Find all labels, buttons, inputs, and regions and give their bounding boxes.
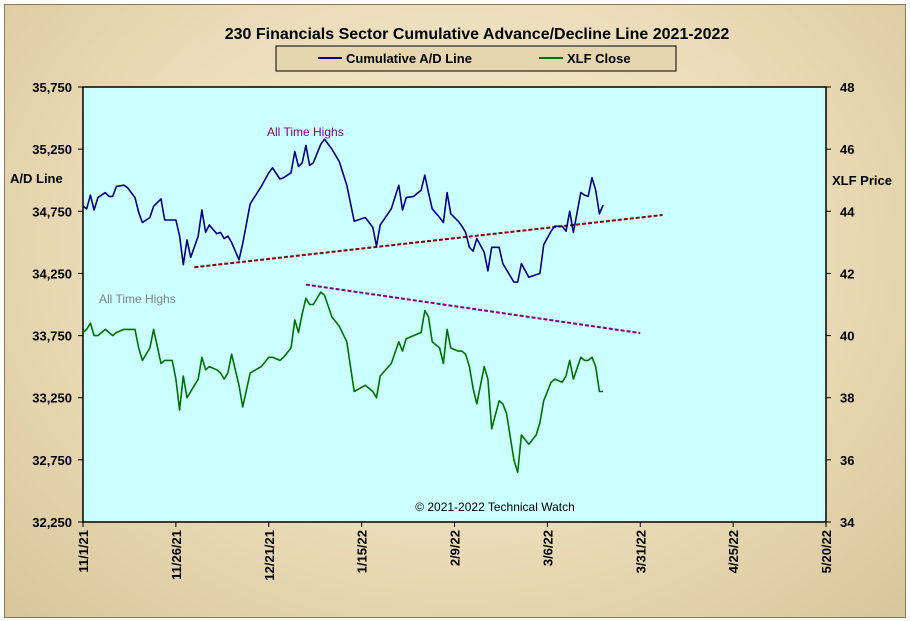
y-axis-right-title: XLF Price	[832, 173, 892, 188]
series-lines	[82, 138, 604, 474]
trendline-2	[305, 283, 641, 335]
y-axis-left-title: A/D Line	[10, 171, 63, 186]
y-right-tick-label: 38	[840, 391, 854, 406]
legend-label-xlf: XLF Close	[567, 51, 631, 66]
legend-label-ad: Cumulative A/D Line	[346, 51, 472, 66]
y-right-tick-label: 42	[840, 266, 854, 281]
x-tick-label: 11/1/21	[76, 530, 91, 573]
copyright-text: © 2021-2022 Technical Watch	[415, 500, 575, 514]
x-tick-label: 4/25/22	[726, 530, 741, 573]
plot-area	[82, 86, 827, 523]
x-tick-label: 2/9/22	[448, 530, 463, 566]
series-ad-line	[82, 138, 604, 283]
x-tick-label: 5/20/22	[819, 530, 834, 573]
y-left-tick-label: 35,750	[32, 80, 72, 95]
annotation-xlf-all-time-highs: All Time Highs	[99, 292, 176, 306]
y-left-tick-label: 32,250	[32, 515, 72, 530]
y-left-tick-label: 33,250	[32, 391, 72, 406]
series-xlf-close	[82, 291, 604, 474]
legend: Cumulative A/D Line XLF Close	[275, 45, 677, 72]
trendlines	[194, 214, 663, 335]
y-right-tick-label: 40	[840, 329, 854, 344]
x-tick-label: 1/15/22	[355, 530, 370, 573]
y-left-tick-label: 33,750	[32, 329, 72, 344]
y-left-tick-label: 34,750	[32, 204, 72, 219]
legend-box	[275, 45, 677, 72]
y-right-tick-label: 34	[840, 515, 855, 530]
annotation-ad-all-time-highs: All Time Highs	[267, 125, 344, 139]
trendline-1	[194, 214, 663, 269]
y-right-tick-label: 46	[840, 142, 854, 157]
x-tick-label: 3/6/22	[540, 530, 555, 566]
y-left-tick-label: 32,750	[32, 453, 72, 468]
y-left-tick-label: 34,250	[32, 266, 72, 281]
y-left-tick-label: 35,250	[32, 142, 72, 157]
y-right-tick-label: 48	[840, 80, 854, 95]
x-tick-label: 3/31/22	[633, 530, 648, 573]
chart-title: 230 Financials Sector Cumulative Advance…	[225, 26, 730, 43]
y-right-tick-label: 36	[840, 453, 854, 468]
x-tick-label: 11/26/21	[169, 530, 184, 580]
x-tick-label: 12/21/21	[262, 530, 277, 581]
y-right-tick-label: 44	[840, 204, 855, 219]
axis-ticks: 35,750 35,250 34,750 34,250 33,750 33,250 32,7…	[32, 80, 855, 581]
